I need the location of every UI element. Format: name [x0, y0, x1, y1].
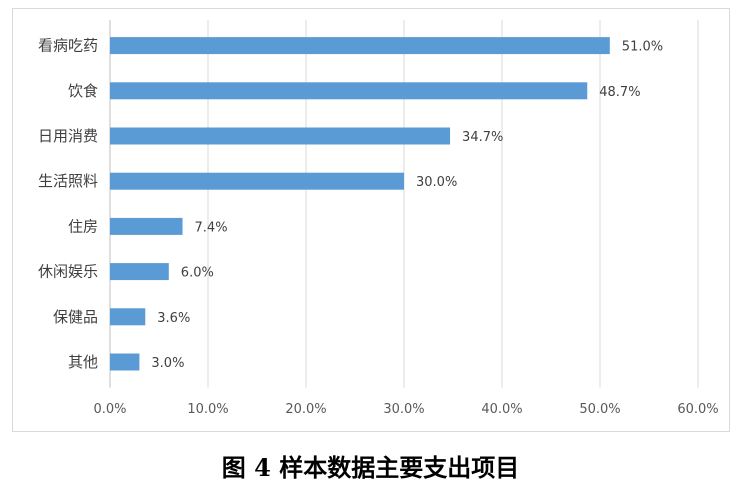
bar	[110, 308, 146, 326]
category-label: 住房	[68, 217, 98, 235]
x-tick-label: 20.0%	[285, 402, 326, 417]
category-label: 日用消费	[38, 127, 98, 145]
bar	[110, 263, 169, 281]
x-tick-label: 30.0%	[383, 402, 424, 417]
x-tick-label: 60.0%	[677, 402, 718, 417]
bar	[110, 217, 183, 235]
category-label: 其他	[68, 353, 98, 371]
category-label: 生活照料	[38, 172, 98, 190]
x-tick-label: 10.0%	[187, 402, 228, 417]
data-label: 7.4%	[195, 220, 228, 235]
bar	[110, 127, 451, 145]
category-label: 保健品	[53, 308, 98, 326]
data-label: 3.6%	[157, 311, 190, 326]
data-label: 48.7%	[599, 85, 640, 100]
category-label: 看病吃药	[38, 37, 98, 55]
data-label: 30.0%	[416, 175, 457, 190]
bar	[110, 172, 404, 190]
bar-chart: 0.0% 10.0% 20.0% 30.0% 40.0% 50.0% 60.0% 看病吃药 51…	[38, 20, 719, 417]
x-tick-label: 50.0%	[579, 402, 620, 417]
x-tick-label: 40.0%	[481, 402, 522, 417]
bar	[110, 353, 140, 371]
x-tick-label: 0.0%	[93, 402, 126, 417]
bar	[110, 37, 610, 55]
data-label: 51.0%	[622, 40, 663, 55]
figure-caption: 图 4 样本数据主要支出项目	[221, 453, 520, 482]
data-label: 3.0%	[151, 356, 184, 371]
bar	[110, 82, 588, 100]
category-label: 饮食	[68, 82, 98, 100]
data-label: 34.7%	[462, 130, 503, 145]
category-label: 休闲娱乐	[38, 263, 98, 281]
data-label: 6.0%	[181, 266, 214, 281]
